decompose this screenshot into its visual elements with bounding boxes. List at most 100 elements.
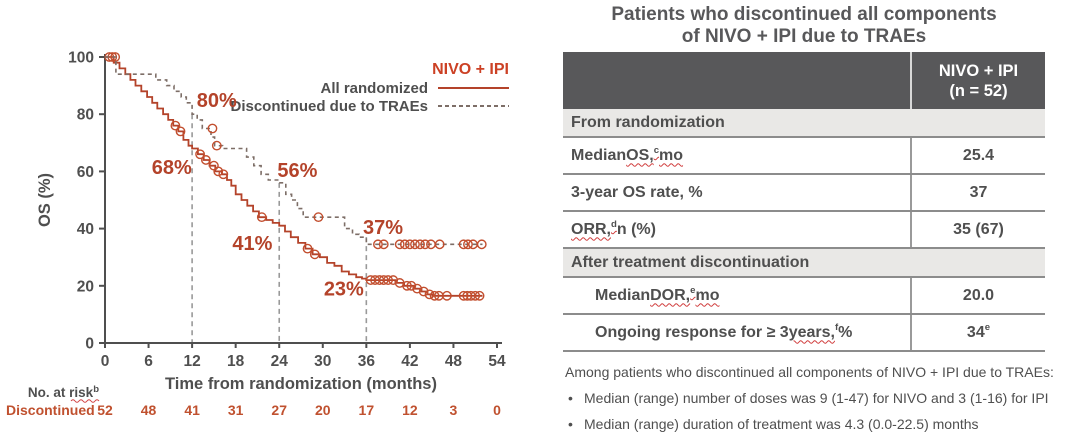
bullet-text: Median (range) number of doses was 9 (1-…: [584, 390, 1049, 406]
y-tick-label: 80: [77, 107, 94, 124]
number-at-risk-table: No. at riskb Discontinued 52 48 41 31 27 20 17 12…: [6, 384, 501, 418]
text-part: years,: [788, 323, 835, 341]
censor-mark: [474, 290, 485, 301]
text-part: f: [834, 322, 839, 334]
censor-mark: [424, 289, 435, 300]
table-title: Patients who discontinued all components…: [563, 4, 1045, 48]
y-axis-label: OS (%): [36, 173, 54, 227]
text-part: 20.0: [962, 286, 995, 304]
risk-value: 0: [493, 402, 501, 418]
row-value: 37: [912, 175, 1045, 210]
table-header-empty-cell: [563, 52, 912, 109]
curve-all-randomized: [105, 56, 483, 297]
series-curves: [104, 52, 487, 301]
text-part: mo: [695, 286, 720, 304]
censor-mark: [175, 126, 186, 137]
x-tick-label: 0: [101, 353, 110, 370]
censor-mark: [378, 239, 389, 250]
table-title-line1: Patients who discontinued all components: [611, 4, 997, 25]
censor-mark: [429, 290, 440, 301]
censor-mark: [404, 239, 415, 250]
censor-mark: [378, 275, 389, 285]
censor-mark: [415, 239, 425, 250]
x-tick-label: 36: [358, 353, 376, 370]
text-part: Median: [571, 146, 627, 164]
risk-value: 3: [450, 402, 458, 418]
censor-mark: [207, 123, 218, 134]
rate-annotation: 37%: [363, 217, 403, 239]
text-part: DOR,: [650, 286, 691, 304]
censor-mark: [399, 239, 410, 250]
text-part: 25.4: [962, 146, 995, 164]
legend-label-discontinued: Discontinued due to TRAEs: [230, 98, 428, 115]
y-tick-label: 0: [85, 336, 94, 353]
rate-annotation: 68%: [152, 157, 192, 179]
curve-discontinued: [105, 56, 483, 246]
summary-table: NIVO + IPI (n = 52) From randomization Me…: [563, 52, 1045, 352]
footnote-intro: Among patients who discontinued all comp…: [565, 364, 1054, 380]
rate-annotation: 23%: [324, 279, 364, 301]
censor-mark: [309, 249, 320, 260]
annotations: 80% 68% 56% 41% 37% 23%: [152, 90, 403, 301]
risk-value: 52: [97, 402, 113, 418]
section-heading: After treatment discontinuation: [563, 249, 1045, 278]
censor-mark: [458, 290, 469, 301]
x-tick-label: 18: [227, 353, 245, 370]
table-header-row: NIVO + IPI (n = 52): [563, 52, 1045, 109]
header-arm-name: NIVO + IPI: [938, 61, 1019, 80]
text-part: c: [653, 145, 660, 157]
row-value: 34 e: [912, 315, 1045, 350]
bullet-glyph: •: [568, 390, 573, 406]
text-part: 34: [966, 323, 985, 341]
km-survival-chart: OS (%) Time from randomization (months) …: [6, 50, 509, 418]
censor-mark: [406, 280, 417, 291]
row-label: Ongoing response for ≥ 3 years, f %: [563, 315, 912, 350]
censor-mark: [394, 239, 405, 250]
legend-label-all-randomized: All randomized: [320, 80, 428, 97]
text-part: mo: [659, 146, 684, 164]
reference-lines: [191, 114, 368, 343]
x-axis-label: Time from randomization (months): [165, 375, 437, 393]
text-part: e: [984, 322, 991, 334]
censor-mark: [313, 212, 324, 223]
text-part: 3-year OS rate, %: [571, 183, 703, 201]
rate-annotation: 41%: [232, 233, 272, 255]
x-tick-label: 30: [314, 353, 331, 370]
censor-mark: [213, 166, 224, 177]
risk-value: 17: [359, 402, 375, 418]
censor-mark: [256, 212, 267, 223]
censor-mark: [218, 169, 229, 180]
x-tick-label: 48: [445, 353, 463, 370]
censor-mark: [211, 140, 222, 151]
risk-value: 48: [141, 402, 157, 418]
table-header-arm-cell: NIVO + IPI (n = 52): [912, 52, 1045, 109]
x-tick-label: 54: [488, 353, 506, 370]
summary-panel: Patients who discontinued all components…: [563, 4, 1073, 437]
risk-row-name: Discontinued: [6, 402, 95, 418]
x-tick-label: 24: [271, 353, 289, 370]
row-value: 20.0: [912, 278, 1045, 313]
footnote-bullet: • Median (range) number of doses was 9 (1…: [563, 385, 1073, 411]
censor-mark: [201, 155, 211, 165]
table-title-line2: of NIVO + IPI due to TRAEs: [681, 26, 927, 47]
header-arm-n: (n = 52): [949, 81, 1008, 100]
risk-value: 20: [315, 402, 331, 418]
section-heading: From randomization: [563, 109, 1045, 138]
censor-mark: [388, 275, 399, 285]
table-row: Ongoing response for ≥ 3 years, f % 34 e: [563, 315, 1045, 352]
row-value: 25.4: [912, 138, 1045, 173]
x-tick-label: 6: [144, 353, 153, 370]
text-part: 37: [969, 183, 988, 201]
rate-annotation: 80%: [197, 90, 237, 112]
censor-mark: [470, 290, 481, 301]
table-row: Median DOR, e mo 20.0: [563, 278, 1045, 315]
censor-mark: [383, 275, 394, 285]
censor-mark: [412, 283, 423, 294]
risk-value: 31: [228, 402, 244, 418]
risk-squiggle: [70, 399, 100, 403]
censor-mark: [410, 239, 420, 250]
text-part: n (%): [616, 220, 656, 238]
bullet-text: Median (range) duration of treatment was…: [584, 416, 979, 432]
censor-mark: [418, 286, 429, 297]
